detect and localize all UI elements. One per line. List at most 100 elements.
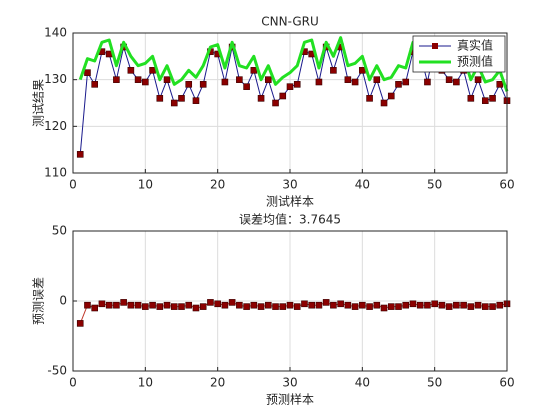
marker — [373, 301, 381, 309]
marker — [214, 300, 221, 308]
marker — [481, 303, 489, 310]
marker — [315, 78, 323, 86]
marker — [293, 303, 301, 310]
legend-marker — [432, 43, 438, 49]
marker — [424, 301, 431, 309]
marker — [453, 78, 460, 86]
marker — [134, 301, 142, 309]
marker — [250, 301, 258, 309]
marker — [387, 92, 395, 100]
marker — [257, 303, 265, 310]
marker — [257, 95, 265, 102]
marker — [199, 81, 207, 88]
marker — [243, 83, 250, 90]
marker — [192, 304, 200, 312]
y-tick-label: 110 — [44, 166, 67, 180]
y-tick-label: 120 — [44, 119, 67, 133]
marker — [409, 300, 417, 308]
marker — [424, 78, 431, 86]
x-tick-label: 50 — [427, 178, 442, 192]
axes-box — [72, 230, 508, 372]
marker — [199, 303, 207, 310]
x-tick-label: 30 — [282, 178, 297, 192]
marker — [359, 301, 366, 309]
marker — [163, 76, 171, 83]
x-tick-label: 40 — [355, 178, 370, 192]
marker — [293, 81, 301, 88]
marker — [178, 303, 185, 310]
y-tick-label: -50 — [47, 364, 67, 378]
x-tick-label: 0 — [69, 178, 77, 192]
marker — [395, 81, 402, 88]
marker — [395, 303, 402, 310]
marker — [170, 99, 178, 107]
marker — [221, 78, 229, 86]
marker — [250, 67, 258, 74]
marker — [84, 69, 91, 76]
marker — [192, 97, 200, 104]
marker — [207, 299, 214, 306]
marker — [76, 320, 84, 327]
marker — [489, 303, 496, 310]
marker — [474, 76, 482, 83]
marker — [236, 301, 243, 309]
marker — [142, 303, 149, 310]
marker — [351, 303, 359, 310]
y-tick-label: 50 — [52, 224, 67, 238]
marker — [84, 301, 91, 309]
marker — [149, 67, 156, 74]
marker — [453, 301, 460, 309]
marker — [236, 76, 243, 83]
x-tick-label: 60 — [499, 376, 514, 390]
marker — [76, 151, 84, 158]
marker — [496, 301, 504, 309]
marker — [264, 76, 272, 83]
x-axis-label: 预测样本 — [266, 392, 314, 407]
marker — [359, 67, 366, 74]
x-tick-label: 30 — [282, 376, 297, 390]
marker — [481, 97, 489, 104]
marker — [460, 301, 467, 309]
marker — [228, 299, 236, 306]
marker — [330, 67, 337, 74]
legend-box — [412, 35, 506, 73]
marker — [431, 300, 438, 308]
legend-label: 真实值 — [457, 38, 493, 53]
marker — [380, 99, 388, 107]
y-tick-label: 130 — [44, 72, 67, 86]
marker — [402, 78, 410, 86]
marker — [322, 299, 330, 306]
marker — [337, 300, 344, 308]
chart-title: CNN-GRU — [261, 15, 319, 29]
marker — [113, 76, 120, 83]
marker — [402, 301, 410, 309]
marker — [366, 303, 373, 310]
marker — [496, 81, 504, 88]
marker — [489, 95, 496, 102]
x-tick-label: 0 — [69, 376, 77, 390]
marker — [416, 301, 424, 309]
marker — [301, 300, 308, 308]
marker — [366, 95, 373, 102]
chart-title: 误差均值：3.7645 — [239, 212, 341, 227]
marker — [185, 81, 193, 88]
marker — [113, 301, 120, 309]
y-tick-label: 140 — [44, 26, 67, 40]
marker — [142, 78, 149, 86]
y-tick-label: 0 — [59, 294, 67, 308]
marker — [344, 301, 352, 309]
y-axis-label: 预测误差 — [32, 277, 46, 325]
marker — [286, 83, 294, 90]
marker — [279, 303, 287, 310]
marker — [156, 303, 164, 310]
marker — [438, 301, 446, 309]
marker — [243, 303, 250, 310]
x-tick-label: 50 — [427, 376, 442, 390]
marker — [264, 301, 272, 309]
x-tick-label: 40 — [355, 376, 370, 390]
axes-box — [72, 32, 508, 174]
marker — [373, 76, 381, 83]
marker — [279, 92, 287, 100]
marker — [91, 81, 98, 88]
x-axis-label: 测试样本 — [266, 194, 314, 209]
